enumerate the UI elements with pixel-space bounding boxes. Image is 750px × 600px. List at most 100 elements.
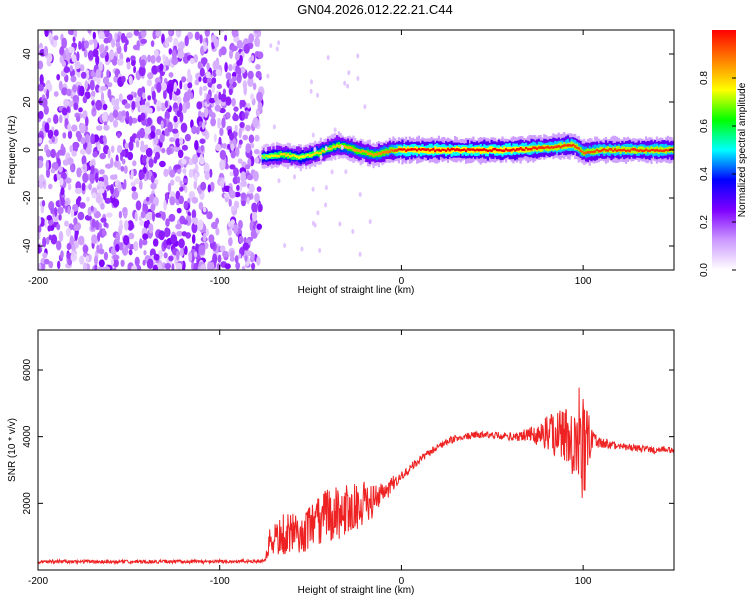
spectrogram-xtick-label: 0: [399, 276, 405, 287]
noise-speckle: [75, 130, 82, 139]
noise-speckle: [58, 230, 64, 242]
signal-cell: [272, 154, 275, 158]
signal-cell: [494, 147, 497, 151]
noise-speckle: [238, 139, 243, 145]
noise-speckle: [59, 114, 63, 124]
faint-speckle: [275, 46, 279, 52]
faint-speckle: [324, 146, 328, 151]
noise-speckle: [82, 95, 88, 104]
signal-cell: [543, 146, 546, 150]
signal-cell: [603, 148, 606, 151]
noise-speckle: [95, 99, 103, 111]
noise-speckle: [38, 160, 44, 169]
signal-cell: [594, 150, 597, 153]
signal-cell: [277, 151, 281, 159]
noise-speckle: [191, 125, 198, 135]
noise-speckle: [113, 267, 117, 270]
faint-speckle: [333, 127, 337, 133]
noise-speckle: [48, 234, 53, 241]
noise-speckle: [256, 186, 262, 192]
noise-speckle: [100, 217, 107, 223]
noise-speckle: [150, 174, 155, 184]
noise-speckle: [164, 110, 170, 122]
noise-speckle: [128, 232, 135, 240]
noise-speckle: [150, 125, 156, 133]
noise-speckle: [145, 105, 150, 114]
noise-speckle: [221, 177, 225, 189]
signal-cell: [539, 145, 542, 152]
noise-speckle: [110, 258, 114, 266]
faint-speckle: [324, 202, 328, 208]
signal-cell: [332, 145, 335, 148]
noise-speckle: [252, 82, 257, 91]
noise-speckle: [207, 184, 211, 193]
signal-cell: [381, 151, 384, 154]
noise-speckle: [211, 83, 215, 94]
noise-speckle: [164, 263, 171, 270]
noise-speckle: [71, 150, 77, 157]
noise-speckle: [84, 163, 88, 174]
signal-cell: [267, 155, 270, 158]
noise-speckle: [156, 263, 163, 270]
noise-speckle: [222, 250, 229, 258]
noise-speckle: [135, 96, 141, 102]
noise-speckle: [254, 157, 260, 164]
signal-cell: [317, 152, 320, 155]
noise-speckle: [102, 228, 106, 237]
signal-cell: [297, 156, 301, 159]
noise-speckle: [53, 35, 59, 41]
noise-speckle: [254, 134, 260, 142]
noise-speckle: [191, 234, 196, 244]
noise-speckle: [95, 212, 101, 218]
signal-cell: [568, 143, 571, 147]
noise-speckle: [92, 106, 96, 113]
noise-speckle: [173, 115, 178, 123]
noise-speckle: [207, 261, 212, 270]
noise-speckle: [68, 46, 75, 53]
noise-speckle: [187, 68, 191, 79]
signal-cell: [346, 146, 350, 150]
signal-cell: [263, 156, 266, 159]
noise-speckle: [85, 116, 89, 127]
noise-speckle: [191, 209, 197, 220]
noise-speckle: [192, 154, 199, 165]
noise-speckle: [97, 181, 104, 187]
noise-speckle: [63, 98, 70, 107]
noise-speckle: [117, 181, 122, 193]
noise-speckle: [250, 93, 255, 101]
noise-speckle: [131, 100, 136, 111]
signal-cell: [406, 148, 410, 151]
colorbar-tick-label: 0.6: [699, 119, 710, 133]
noise-speckle: [202, 232, 207, 242]
noise-speckle: [224, 263, 231, 270]
signal-cell: [581, 150, 584, 153]
faint-speckle: [356, 76, 360, 81]
signal-cell: [446, 147, 450, 151]
noise-speckle: [219, 149, 227, 160]
noise-speckle: [97, 232, 101, 242]
noise-speckle: [44, 122, 50, 133]
noise-speckle: [147, 95, 152, 101]
noise-speckle: [135, 140, 140, 148]
noise-speckle: [253, 30, 259, 34]
noise-speckle: [74, 187, 82, 194]
noise-speckle: [166, 146, 172, 156]
faint-speckle: [343, 80, 347, 86]
noise-speckle: [184, 35, 189, 47]
noise-speckle: [187, 82, 193, 89]
noise-speckle: [72, 36, 76, 43]
signal-cell: [463, 148, 466, 151]
noise-speckle: [126, 61, 131, 70]
noise-speckle: [86, 196, 90, 202]
noise-speckle: [208, 234, 215, 244]
noise-speckle: [203, 41, 208, 52]
noise-speckle: [123, 235, 130, 246]
signal-cell: [539, 146, 542, 149]
signal-cell: [597, 150, 600, 153]
noise-speckle: [56, 74, 61, 81]
noise-speckle: [226, 112, 231, 119]
noise-speckle: [70, 165, 75, 172]
signal-cell: [603, 147, 606, 154]
signal-cell: [357, 149, 360, 152]
